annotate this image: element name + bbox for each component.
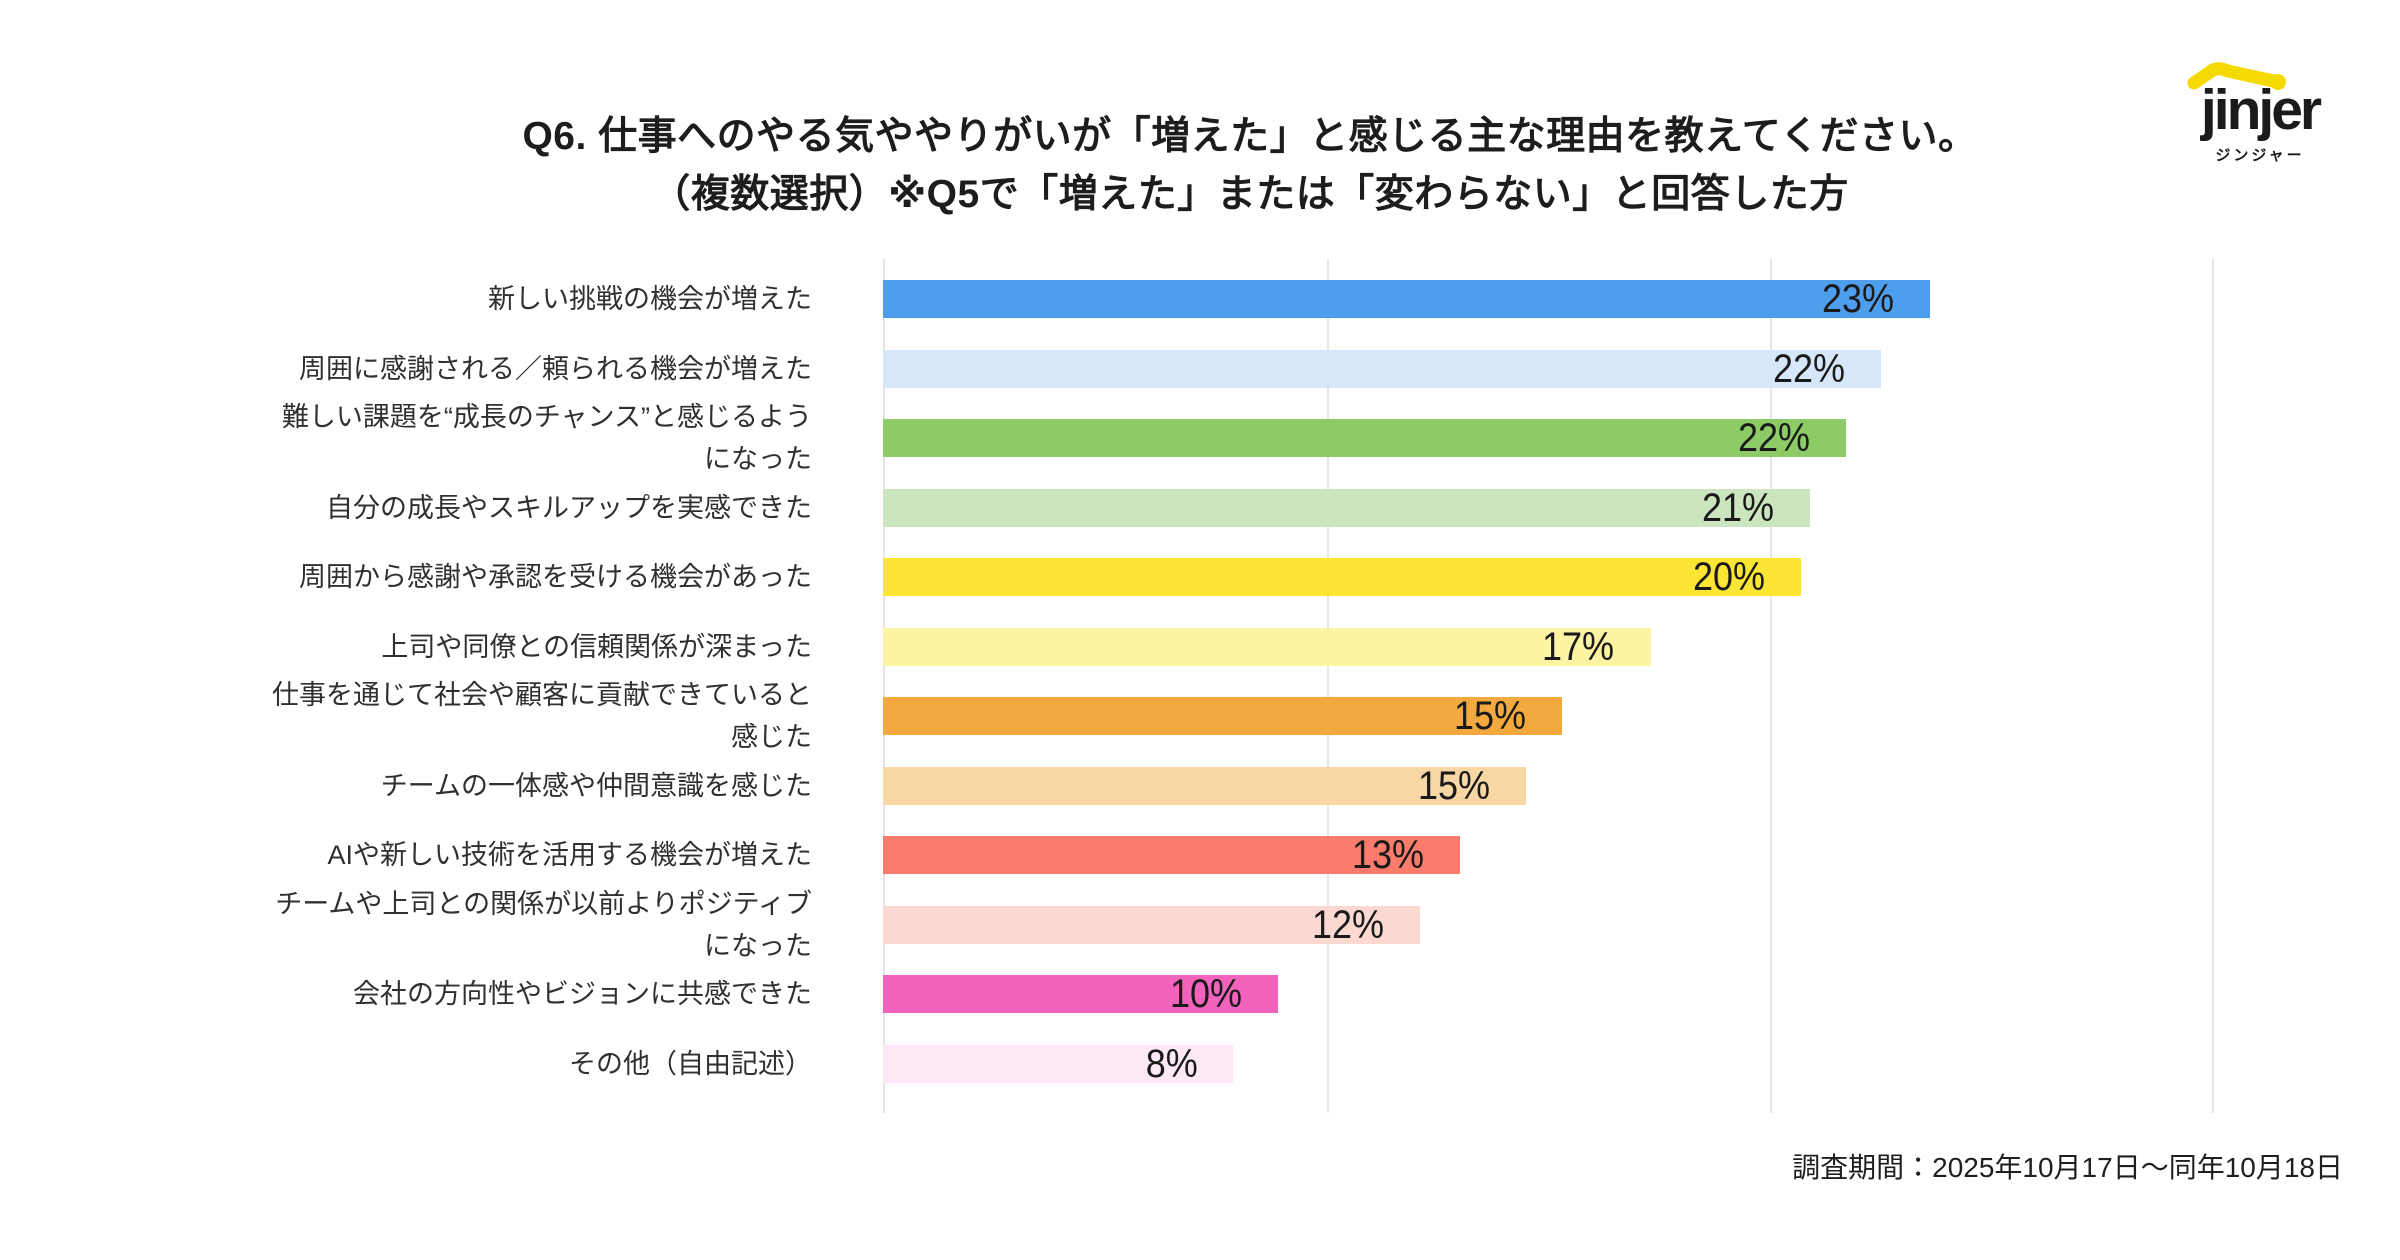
bar-category-label: 会社の方向性やビジョンに共感できた (353, 979, 812, 1009)
gridline (883, 259, 885, 1113)
page-title-line2: （複数選択）※Q5で「増えた」または「変わらない」と回答した方 (651, 173, 1849, 216)
bar-category-label: 仕事を通じて社会や顧客に貢献できていると 感じた (272, 680, 812, 752)
jinjer-kana-label: ジンジャー (2215, 147, 2305, 164)
bar-value-label: 20% (1693, 554, 1766, 599)
bar-value-label: 23% (1821, 276, 1895, 321)
bar: 10% (883, 972, 1278, 1016)
bar: 22% (883, 416, 1846, 460)
bar-category-label: 新しい挑戦の機会が増えた (488, 284, 812, 314)
bar-category-label: 自分の成長やスキルアップを実感できた (326, 493, 812, 523)
bar-value-label: 13% (1351, 832, 1424, 877)
bar-value-label: 17% (1542, 624, 1615, 669)
bar-value-label: 12% (1311, 902, 1384, 947)
page-title: Q6. 仕事へのやる気ややりがいが「増えた」と感じる主な理由を教えてください。 … (100, 108, 2400, 224)
bar-category-label: チームの一体感や仲間意識を感じた (380, 771, 812, 801)
bar-category-label: AIや新しい技術を活用する機会が増えた (327, 840, 812, 870)
gridline (1770, 259, 1773, 1113)
bar-value-label: 8% (1145, 1041, 1198, 1086)
bar: 23% (883, 277, 1931, 321)
bar-category-label: 周囲から感謝や承認を受ける機会があった (299, 562, 812, 592)
bar: 17% (883, 625, 1651, 669)
bar-value-label: 22% (1773, 346, 1846, 391)
gridline (2212, 259, 2214, 1113)
bar: 15% (883, 694, 1562, 738)
bar-value-label: 15% (1418, 763, 1491, 808)
page-title-line1: Q6. 仕事へのやる気ややりがいが「増えた」と感じる主な理由を教えてください。 (522, 115, 1978, 158)
bar: 15% (883, 764, 1527, 808)
bar: 8% (883, 1042, 1234, 1086)
bar-chart-plot-area: 23% 22% 22% 21% 20% 17% 15% 15% 13% 12% … (883, 259, 2214, 1113)
bar: 12% (883, 903, 1420, 947)
bar-value-label: 10% (1169, 971, 1242, 1016)
gridline (1326, 259, 1329, 1113)
bar-category-label: 難しい課題を“成長のチャンス”と感じるよう になった (281, 402, 812, 474)
jinjer-swoosh-icon (2187, 62, 2286, 90)
bar-category-label: 上司や同僚との信頼関係が深まった (381, 632, 812, 662)
bar-value-label: 21% (1702, 485, 1775, 530)
survey-period-note: 調査期間：2025年10月17日～同年10月18日 (1792, 1152, 2343, 1183)
bar: 13% (883, 833, 1460, 877)
bar-category-label: その他（自由記述） (569, 1049, 812, 1079)
bar: 21% (883, 486, 1811, 530)
jinjer-wordmark: jinjer (2200, 78, 2322, 142)
bar-category-label: チームや上司との関係が以前よりポジティブ になった (275, 889, 812, 961)
category-label-column: 新しい挑戦の機会が増えた 周囲に感謝される／頼られる機会が増えた 難しい課題を“… (0, 259, 812, 1113)
bar: 20% (883, 555, 1802, 599)
bar: 22% (883, 347, 1882, 391)
bar-category-label: 周囲に感謝される／頼られる機会が増えた (299, 354, 812, 384)
jinjer-logo: jinjer ジンジャー (2176, 56, 2344, 166)
bar-value-label: 15% (1453, 693, 1526, 738)
bar-value-label: 22% (1737, 415, 1810, 460)
